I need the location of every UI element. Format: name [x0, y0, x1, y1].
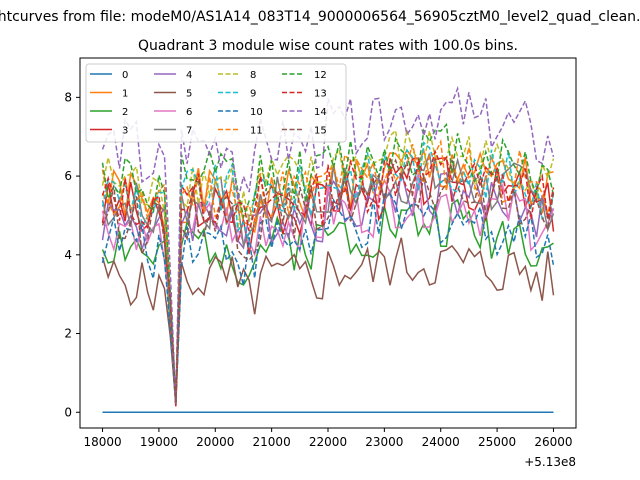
legend-label-13: 13 — [314, 89, 327, 100]
x-axis: 18000 19000 20000 21000 22000 23000 24000 25000… — [83, 428, 573, 449]
y-tick-label: 2 — [64, 327, 72, 341]
legend-label-10: 10 — [250, 107, 263, 118]
x-tick-label: 26000 — [534, 435, 572, 449]
x-tick-label: 22000 — [309, 435, 347, 449]
x-tick-label: 18000 — [83, 435, 121, 449]
y-tick-label: 8 — [64, 90, 72, 104]
y-tick-label: 4 — [64, 248, 72, 262]
legend-label-1: 1 — [122, 89, 128, 100]
legend-label-6: 6 — [186, 107, 192, 118]
y-tick-label: 6 — [64, 169, 72, 183]
y-axis: 0 2 4 6 8 — [64, 90, 80, 419]
x-tick-label: 21000 — [253, 435, 291, 449]
legend-label-4: 4 — [186, 70, 192, 81]
x-tick-label: 23000 — [365, 435, 403, 449]
legend-label-2: 2 — [122, 107, 128, 118]
x-tick-label: 19000 — [140, 435, 178, 449]
series-line-13 — [101, 149, 555, 407]
series-line-10 — [101, 193, 555, 406]
legend-label-9: 9 — [250, 89, 256, 100]
legend-label-0: 0 — [122, 70, 128, 81]
legend-label-14: 14 — [314, 107, 327, 118]
x-axis-offset-label: +5.13e8 — [524, 455, 576, 469]
legend-label-12: 12 — [314, 70, 327, 81]
legend-label-8: 8 — [250, 70, 256, 81]
legend-label-3: 3 — [122, 126, 128, 137]
legend-label-7: 7 — [186, 126, 192, 137]
figure-suptitle: Lightcurves from file: modeM0/AS1A14_083… — [0, 9, 640, 25]
x-tick-label: 25000 — [478, 435, 516, 449]
legend-label-15: 15 — [314, 126, 327, 137]
x-tick-label: 20000 — [196, 435, 234, 449]
legend-label-11: 11 — [250, 126, 263, 137]
y-tick-label: 0 — [64, 405, 72, 419]
chart-title: Quadrant 3 module wise count rates with … — [138, 38, 518, 54]
legend-label-5: 5 — [186, 89, 192, 100]
x-tick-label: 24000 — [422, 435, 460, 449]
series-line-15 — [101, 158, 555, 403]
legend-box — [85, 63, 347, 143]
